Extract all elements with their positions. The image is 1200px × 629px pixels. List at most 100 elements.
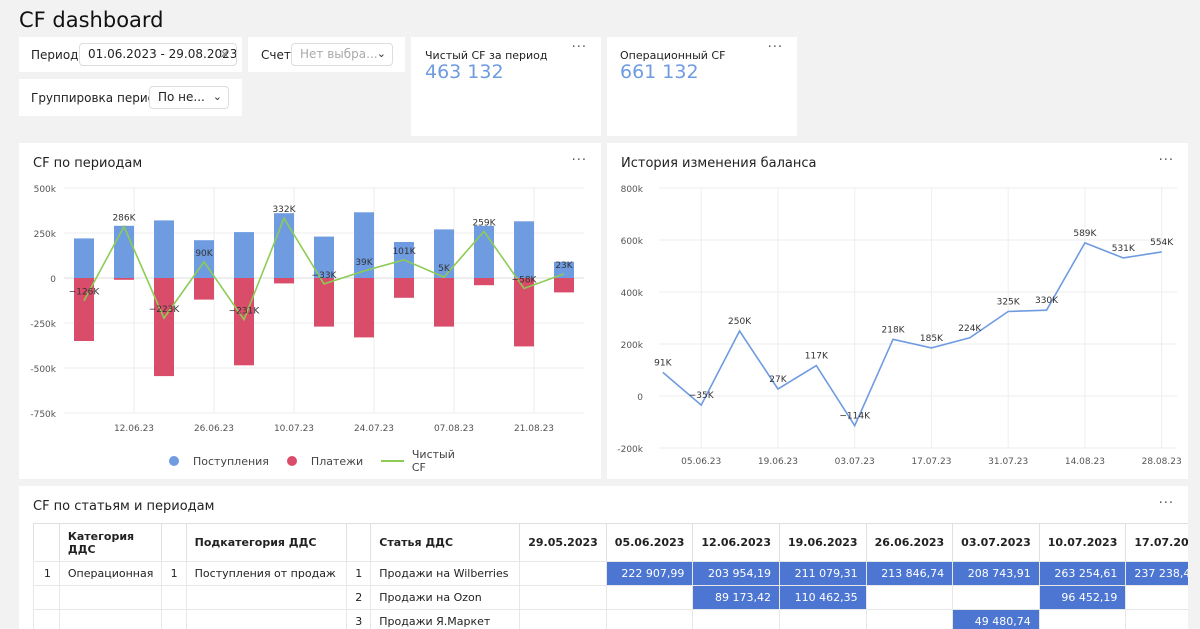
cell-value: [692, 609, 780, 629]
col-subcategory[interactable]: Подкатегория ДДС: [186, 523, 347, 562]
period-filter-card: Период 01.06.2023 - 29.08.2023 ×: [19, 37, 242, 72]
balance-line: [662, 241, 1162, 428]
bar-outflow: [474, 278, 494, 286]
account-placeholder: Нет выбра...: [300, 47, 378, 61]
data-label: 101K: [392, 247, 416, 257]
y-tick-label: -500k: [30, 365, 56, 375]
bar-inflow: [554, 261, 574, 278]
col-num: [33, 523, 60, 562]
kpi-title: Чистый CF за период: [425, 49, 548, 62]
chevron-down-icon: ⌄: [376, 47, 386, 60]
col-date[interactable]: 10.07.2023: [1039, 523, 1127, 562]
category-num: 1: [33, 561, 60, 586]
data-label: 325K: [997, 298, 1021, 308]
legend-outflow[interactable]: Платежи: [286, 448, 363, 474]
more-icon[interactable]: ···: [571, 153, 587, 168]
kpi-operating-cf-card: Операционный CF ··· 661 132: [607, 37, 797, 136]
data-label: 23K: [555, 261, 573, 271]
bar-outflow: [154, 278, 174, 377]
col-date[interactable]: 05.06.2023: [606, 523, 694, 562]
cell-value: [519, 609, 607, 629]
x-tick-label: 17.07.23: [911, 457, 951, 467]
balance-history-card: История изменения баланса ··· 800k 600k 40…: [607, 143, 1188, 479]
y-tick-label: -200k: [617, 445, 643, 455]
grouping-filter-card: Группировка периода По не... ⌄: [19, 79, 242, 116]
cell-value: 213 846,74: [866, 561, 954, 586]
data-label: −33K: [312, 271, 338, 281]
x-tick-label: 24.07.23: [354, 424, 394, 434]
account-select[interactable]: Нет выбра... ⌄: [291, 43, 393, 66]
kpi-title: Операционный CF: [620, 49, 726, 62]
legend-net[interactable]: Чистый CF: [381, 448, 469, 474]
table-row: 1 Операционная 1 Поступления от продаж 1…: [33, 561, 1188, 586]
row-num: 3: [346, 609, 372, 629]
kpi-value: 463 132: [425, 61, 504, 83]
data-label: −58K: [512, 275, 538, 285]
data-label: 39K: [355, 258, 373, 268]
data-label: 224K: [958, 324, 982, 334]
period-input[interactable]: 01.06.2023 - 29.08.2023 ×: [79, 43, 237, 66]
col-num: [161, 523, 187, 562]
bar-outflow: [314, 278, 334, 327]
col-category[interactable]: Категория ДДС: [59, 523, 163, 562]
col-article[interactable]: Статья ДДС: [370, 523, 521, 562]
y-tick-label: 600k: [621, 237, 644, 247]
bar-outflow: [514, 278, 534, 347]
y-tick-label: 250k: [34, 230, 57, 240]
x-tick-label: 28.08.23: [1142, 457, 1182, 467]
cell-value: 96 452,19: [1039, 585, 1127, 610]
col-date[interactable]: 12.06.2023: [692, 523, 780, 562]
more-icon[interactable]: ···: [767, 40, 783, 55]
col-date[interactable]: 26.06.2023: [866, 523, 954, 562]
subcategory-num: 1: [161, 561, 187, 586]
cf-table-card: CF по статьям и периодам ··· Категория Д…: [19, 486, 1188, 629]
data-label: 250K: [728, 317, 752, 327]
more-icon[interactable]: ···: [571, 40, 587, 55]
cf-periods-card: CF по периодам ··· 500k 250k 0 -250k -500k -7…: [19, 143, 601, 479]
x-tick-label: 12.06.23: [114, 424, 154, 434]
bar-inflow: [114, 225, 134, 278]
grouping-select[interactable]: По не... ⌄: [149, 86, 229, 109]
grouping-label: Группировка периода: [31, 91, 171, 105]
cell-value: [519, 585, 607, 610]
legend-inflow[interactable]: Поступления: [169, 448, 269, 474]
x-tick-label: 07.08.23: [434, 424, 474, 434]
account-label: Счет: [261, 48, 291, 62]
data-label: 27K: [769, 375, 787, 385]
y-tick-label: -750k: [30, 410, 56, 420]
period-value: 01.06.2023 - 29.08.2023: [88, 47, 237, 61]
col-date[interactable]: 17.07.2023: [1125, 523, 1188, 562]
cell-value: [1125, 585, 1188, 610]
cell-value: [519, 561, 607, 586]
y-tick-label: -250k: [30, 320, 56, 330]
legend-line: [381, 460, 404, 462]
col-date[interactable]: 29.05.2023: [519, 523, 607, 562]
cell-value: 237 238,4: [1125, 561, 1188, 586]
table-row: 3 Продажи Я.Маркет 49 480,74: [33, 609, 1188, 629]
x-tick-label: 03.07.23: [835, 457, 875, 467]
bar-outflow: [554, 278, 574, 293]
bar-inflow: [474, 225, 494, 278]
more-icon[interactable]: ···: [1158, 153, 1174, 168]
x-tick-label: 19.06.23: [758, 457, 798, 467]
y-tick-label: 0: [637, 393, 643, 403]
more-icon[interactable]: ···: [1158, 496, 1174, 511]
y-tick-label: 800k: [621, 185, 644, 195]
row-num: 2: [346, 585, 372, 610]
data-label: 286K: [112, 214, 136, 224]
col-date[interactable]: 03.07.2023: [952, 523, 1040, 562]
cell-value: [866, 609, 954, 629]
clear-icon[interactable]: ×: [219, 47, 230, 62]
data-label: 554K: [1150, 238, 1174, 248]
cell-value: [1039, 609, 1127, 629]
data-label: 531K: [1112, 244, 1136, 254]
article-name: Продажи на Wilberries: [370, 561, 521, 586]
y-tick-label: 400k: [621, 289, 644, 299]
x-tick-label: 31.07.23: [988, 457, 1028, 467]
data-label: 90K: [195, 249, 213, 259]
bar-outflow: [234, 278, 254, 366]
col-date[interactable]: 19.06.2023: [779, 523, 867, 562]
data-label: 5K: [438, 264, 451, 274]
data-label: 330K: [1035, 296, 1059, 306]
legend-dot: [169, 456, 179, 466]
